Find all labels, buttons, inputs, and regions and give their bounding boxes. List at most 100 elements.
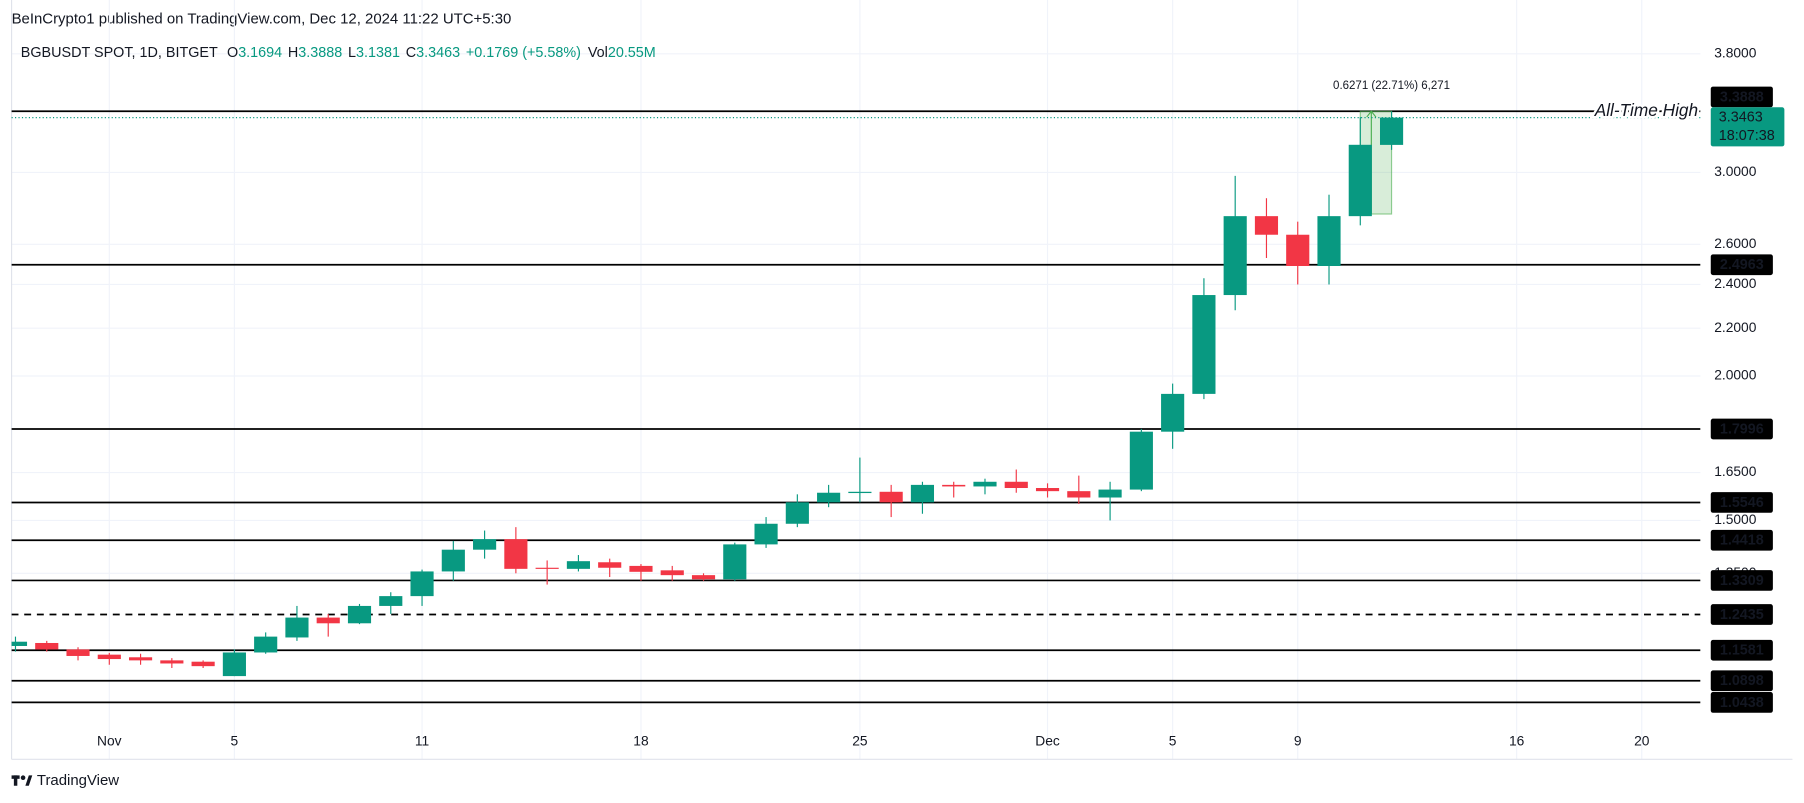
candle-body: [629, 565, 653, 572]
candle-body: [691, 575, 716, 580]
candle-body: [754, 523, 778, 545]
y-tick-label: 3.8000: [1714, 45, 1757, 60]
plot: [11, 110, 1701, 704]
candle-body: [598, 562, 622, 568]
x-tick-label: 9: [1294, 734, 1302, 749]
level-label: 1.0438: [1720, 695, 1764, 711]
x-tick-label: 16: [1509, 734, 1525, 749]
candle-body: [35, 642, 59, 650]
candle-body: [254, 636, 278, 653]
candle-body: [879, 491, 903, 503]
legend-change: +0.1769 (+5.58%): [466, 45, 581, 61]
candle-body: [191, 661, 215, 667]
level-label-box: [1710, 692, 1773, 713]
legend-key: O: [227, 45, 238, 61]
legend-value: 20.55M: [608, 45, 656, 61]
x-tick-label: Nov: [97, 734, 122, 749]
legend: BGBUSDT SPOT, 1D, BITGET O3.1694 H3.3888 L 3…: [21, 45, 656, 61]
candle-body: [723, 544, 747, 580]
x-tick-label: 20: [1634, 734, 1650, 749]
y-tick-label: 1.5000: [1714, 512, 1757, 527]
level-label-box: [1710, 529, 1773, 551]
level-label: 1.2435: [1720, 607, 1764, 623]
candle-body: [410, 571, 434, 597]
measure-label: 0.6271 (22.71%) 6,271: [1333, 80, 1450, 92]
annotation: All-Time High: [1594, 100, 1698, 120]
footer: TradingView: [37, 772, 119, 789]
level-label: 2.4963: [1720, 257, 1764, 273]
level-label: 1.1581: [1720, 643, 1764, 659]
candle-body: [473, 539, 497, 550]
last-price-label: 3.3463: [1719, 109, 1763, 125]
countdown: 18:07:38: [1719, 128, 1775, 144]
candle-body: [441, 549, 465, 572]
legend-value: 3.3463: [416, 45, 460, 61]
candle-body: [785, 502, 809, 524]
x-tick-label: 5: [1169, 734, 1177, 749]
level-label: 1.5546: [1720, 495, 1764, 511]
candle-body: [379, 596, 403, 606]
candle-body: [660, 570, 684, 576]
y-tick-label: 2.4000: [1714, 276, 1757, 291]
candle-body: [1161, 393, 1185, 432]
measure-arrow-head: [1366, 110, 1377, 118]
candle-body: [285, 617, 309, 638]
level-label: 1.4418: [1720, 533, 1764, 549]
tradingview-logo: [11, 775, 33, 786]
legend-key: Vol: [588, 45, 608, 61]
candle-body: [1223, 216, 1247, 296]
y-tick-label: 2.2000: [1714, 320, 1757, 335]
legend-key: H: [288, 45, 298, 61]
level-label: 1.3309: [1720, 573, 1764, 589]
candle-body: [1286, 234, 1310, 267]
level-label-box: [1710, 639, 1773, 661]
candle-body: [316, 617, 340, 624]
level-label-box: [1710, 492, 1773, 513]
level-label-box: [1710, 570, 1773, 591]
candle-body: [1254, 216, 1279, 235]
candle-body: [848, 491, 872, 494]
candle-body: [66, 649, 90, 656]
level-label-box: [1710, 670, 1773, 692]
x-tick-label: 11: [415, 734, 429, 749]
candle-body: [97, 654, 121, 660]
header: BeInCrypto1 published on TradingView.com…: [12, 11, 512, 28]
candle-body: [910, 484, 935, 503]
candle-body: [566, 561, 590, 569]
level-label-box: [1710, 604, 1773, 625]
y-tick-label: 2.0000: [1714, 368, 1757, 383]
legend-key: C: [406, 45, 416, 61]
level-label-box: [1710, 86, 1773, 108]
legend-value: 3.3888: [298, 45, 342, 61]
legend-symbol: BGBUSDT SPOT, 1D, BITGET: [21, 45, 218, 61]
level-label: 1.0898: [1720, 673, 1764, 689]
y-tick-label: 3.0000: [1714, 164, 1757, 179]
level-label-box: [1710, 418, 1773, 440]
y-tick-label: 2.6000: [1714, 236, 1757, 251]
candle-body: [222, 652, 246, 677]
candle-body: [160, 660, 184, 664]
candle-body: [129, 657, 153, 661]
level-label: 1.7996: [1720, 421, 1764, 437]
candle-body: [1348, 144, 1372, 217]
candle-body: [535, 567, 559, 569]
candle-body: [817, 492, 841, 503]
candle-body: [347, 605, 372, 624]
legend-value: 3.1694: [238, 45, 282, 61]
candle-body: [1067, 491, 1091, 498]
candle-body: [1379, 117, 1404, 145]
level-label: 3.3888: [1720, 89, 1764, 105]
candle-body: [1098, 489, 1122, 498]
candle-body: [504, 539, 528, 569]
candle-body: [1004, 481, 1028, 489]
x-tick-label: 5: [231, 734, 239, 749]
level-label-box: [1710, 254, 1773, 276]
candle-body: [1192, 295, 1216, 394]
legend-key: L: [348, 45, 356, 61]
candle-body: [1129, 431, 1153, 490]
x-tick-label: 18: [633, 734, 649, 749]
y-tick-label: 1.6500: [1714, 464, 1757, 479]
candle-body: [1317, 216, 1341, 267]
